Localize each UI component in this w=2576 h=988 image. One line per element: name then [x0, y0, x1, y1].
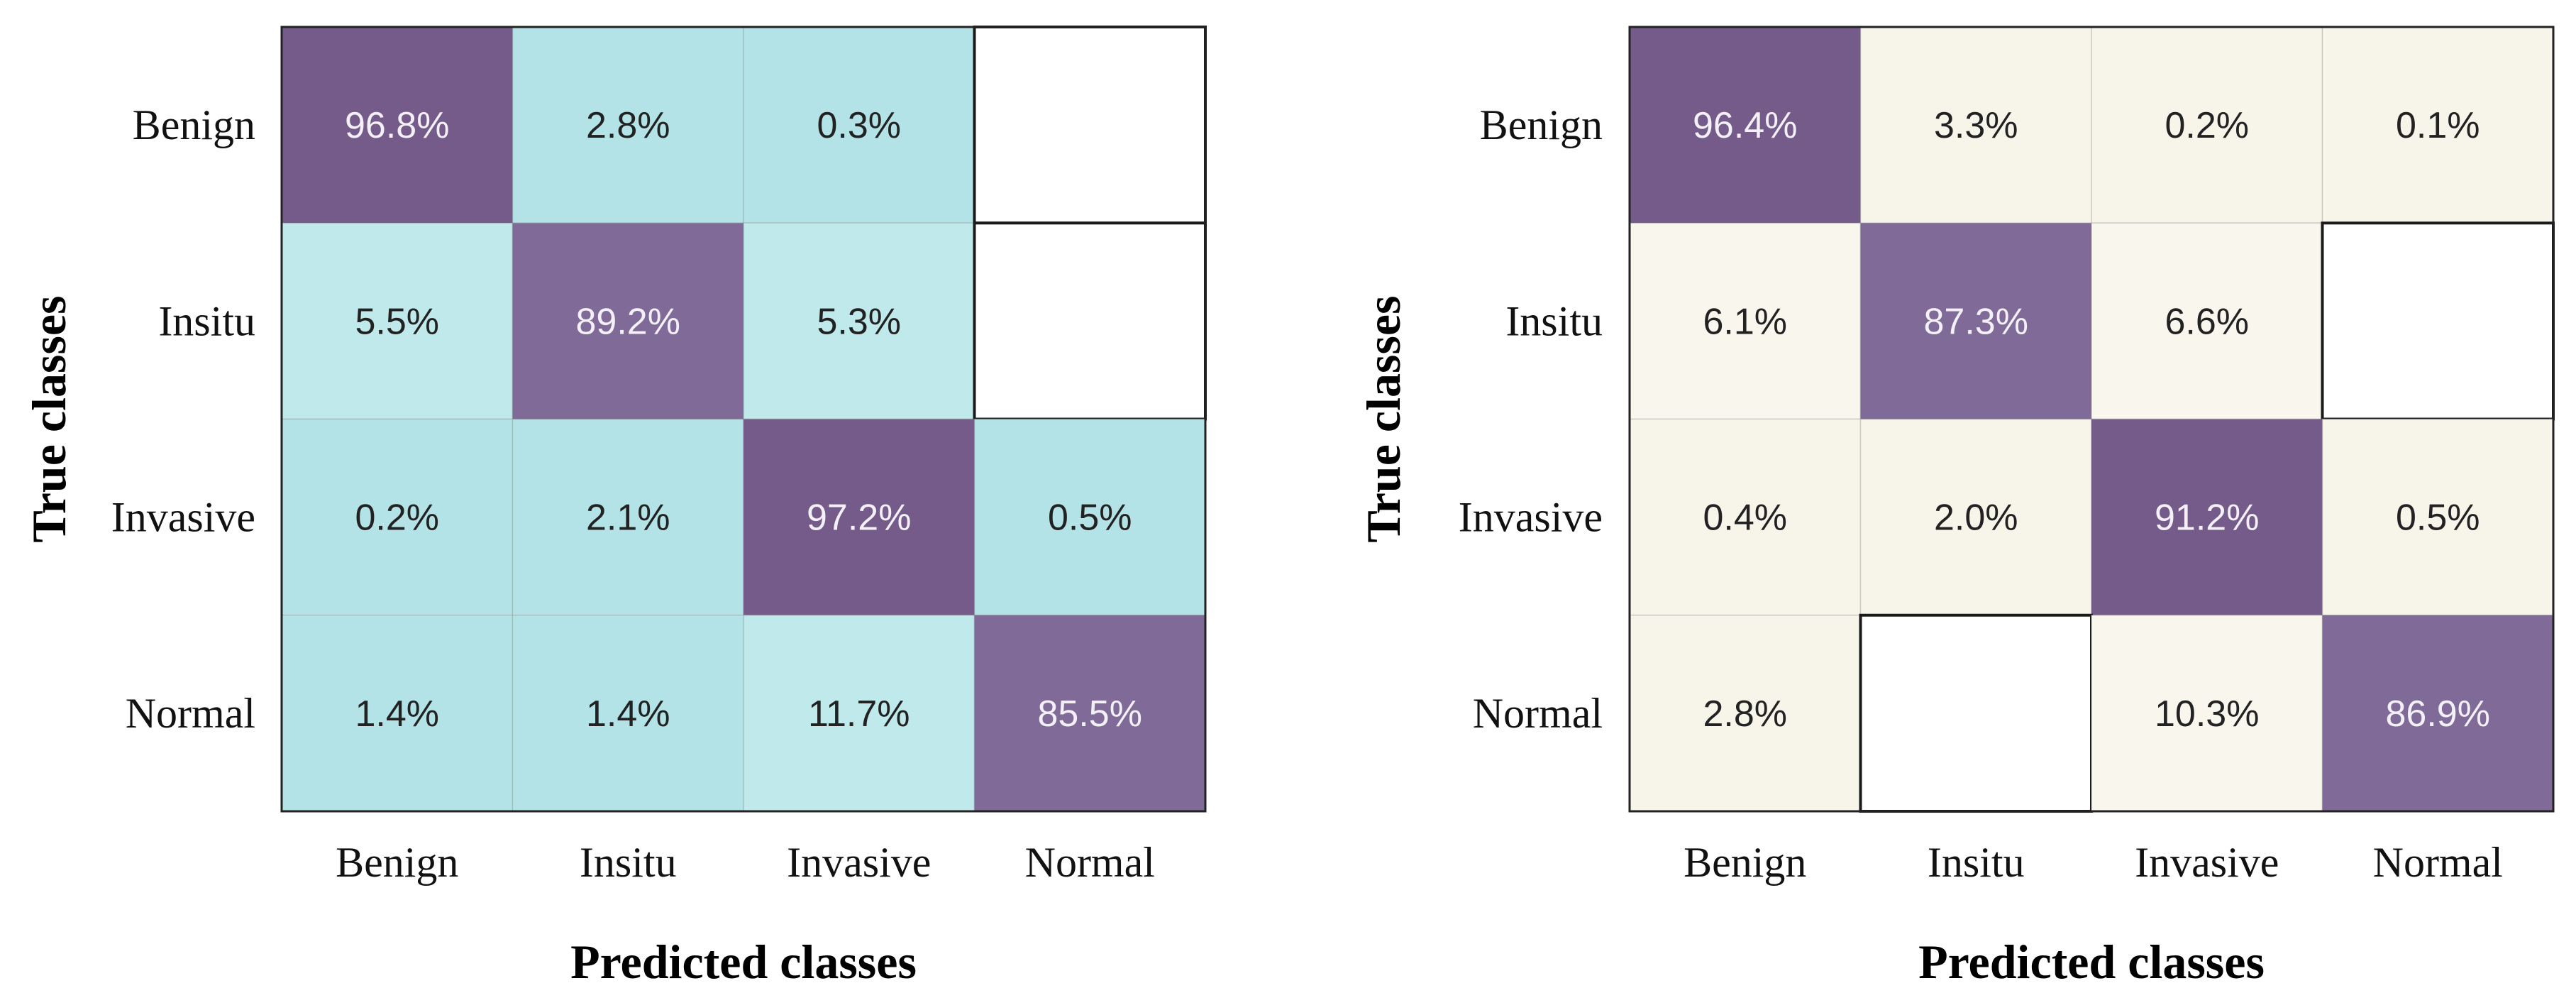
heatmap-cell-r2-c1 — [1859, 418, 2092, 616]
cell-value-label-r3-c1: 1.4% — [586, 693, 670, 735]
cell-value-label-r2-c3: 0.5% — [2396, 498, 2480, 539]
y-tick-label-invasive: Invasive — [111, 494, 255, 541]
heatmap-cell-r1-c0 — [1629, 222, 1862, 420]
heatmap-cell-r0-c3 — [2321, 26, 2554, 224]
heatmap-cell-r2-c0 — [1629, 418, 1862, 616]
cell-value-label-r3-c0: 2.8% — [1703, 693, 1787, 735]
heatmap-cell-r0-c1 — [1859, 26, 2092, 224]
cell-value-label-r1-c1: 87.3% — [1924, 301, 2028, 342]
heatmap-cell-r2-c3 — [973, 418, 1206, 616]
y-tick-label-invasive: Invasive — [1459, 494, 1603, 541]
cell-value-label-r3-c3: 86.9% — [2386, 693, 2490, 735]
heatmap-cell-r1-c2 — [2091, 222, 2323, 420]
cell-value-label-r2-c0: 0.2% — [355, 498, 439, 539]
x-tick-label-insitu: Insitu — [1928, 839, 2025, 886]
x-axis-title: Predicted classes — [570, 935, 917, 988]
heatmap-cell-r2-c0 — [281, 418, 514, 616]
cell-value-label-r3-c3: 85.5% — [1038, 693, 1142, 735]
x-tick-label-normal: Normal — [1025, 839, 1155, 886]
cell-value-label-r0-c1: 3.3% — [1934, 105, 2018, 146]
heatmap-cell-r0-c2 — [2091, 26, 2323, 224]
cell-value-label-r1-c2: 6.6% — [2165, 301, 2249, 342]
heatmap-cell-r2-c1 — [512, 418, 744, 616]
heatmap-cell-r3-c1 — [1859, 613, 2093, 813]
y-axis-title: True classes — [1356, 295, 1410, 542]
x-tick-label-invasive: Invasive — [787, 839, 931, 886]
cell-value-label-r1-c0: 5.5% — [355, 301, 439, 342]
heatmap-cell-r3-c3 — [973, 615, 1206, 812]
heatmap-cell-r3-c3 — [2321, 615, 2554, 812]
y-tick-label-normal: Normal — [1473, 690, 1603, 737]
cell-value-label-r0-c0: 96.4% — [1693, 105, 1797, 146]
heatmap-cell-r0-c2 — [743, 26, 975, 224]
cell-value-label-r0-c1: 2.8% — [586, 105, 670, 146]
x-tick-label-benign: Benign — [1684, 839, 1806, 886]
heatmap-cell-r0-c0 — [1629, 26, 1862, 224]
cell-value-label-r0-c3: 0.1% — [2396, 105, 2480, 146]
heatmap-cell-r1-c2 — [743, 222, 975, 420]
heatmap-border — [1628, 26, 2555, 813]
cell-value-label-r3-c2: 11.7% — [808, 693, 910, 735]
heatmap-cell-r1-c3 — [973, 221, 1207, 421]
heatmap-cell-r3-c2 — [743, 615, 975, 812]
x-tick-label-benign: Benign — [336, 839, 458, 886]
cell-value-label-r2-c0: 0.4% — [1703, 498, 1787, 539]
cell-value-label-r1-c2: 5.3% — [817, 301, 901, 342]
y-tick-label-benign: Benign — [133, 101, 255, 148]
heatmap-cell-r1-c3 — [2321, 221, 2555, 421]
x-axis-title: Predicted classes — [1918, 935, 2265, 988]
y-axis-title: True classes — [22, 295, 76, 542]
x-tick-label-normal: Normal — [2373, 839, 2503, 886]
cell-value-label-r0-c2: 0.2% — [2165, 105, 2249, 146]
cell-value-label-r2-c3: 0.5% — [1048, 498, 1132, 539]
heatmap-cell-r0-c0 — [281, 26, 514, 224]
heatmap-border — [280, 26, 1207, 813]
cell-value-label-r1-c1: 89.2% — [576, 301, 680, 342]
cell-value-label-r2-c2: 97.2% — [807, 498, 911, 539]
cell-value-label-r3-c0: 1.4% — [355, 693, 439, 735]
cell-value-label-r2-c1: 2.0% — [1934, 498, 2018, 539]
heatmap-cell-r2-c2 — [743, 418, 975, 616]
y-tick-label-insitu: Insitu — [158, 297, 255, 344]
heatmap-cell-r3-c1 — [512, 615, 744, 812]
y-tick-label-insitu: Insitu — [1505, 297, 1603, 344]
y-tick-label-normal: Normal — [126, 690, 255, 737]
confusion-matrix-right: 96.4% 3.3% 0.2% 0.1% 6.1% 87.3% 6.6% 0.4% 2.0% 91… — [1356, 26, 2555, 988]
cell-value-label-r1-c0: 6.1% — [1703, 301, 1787, 342]
heatmap-cell-r2-c2 — [2091, 418, 2323, 616]
heatmap-cell-r2-c3 — [2321, 418, 2554, 616]
heatmap-cell-r1-c0 — [281, 222, 514, 420]
cell-value-label-r3-c2: 10.3% — [2155, 693, 2259, 735]
cell-value-label-r2-c2: 91.2% — [2155, 498, 2259, 539]
cell-value-label-r2-c1: 2.1% — [586, 498, 670, 539]
x-tick-label-invasive: Invasive — [2135, 839, 2279, 886]
heatmap-cell-r1-c1 — [1859, 222, 2092, 420]
x-tick-label-insitu: Insitu — [580, 839, 677, 886]
cell-value-label-r0-c2: 0.3% — [817, 105, 901, 146]
heatmap-cell-r0-c3 — [973, 26, 1207, 225]
cell-value-label-r0-c0: 96.8% — [345, 105, 449, 146]
heatmap-cell-r3-c2 — [2091, 615, 2323, 812]
y-tick-label-benign: Benign — [1480, 101, 1603, 148]
confusion-matrix-left: 96.8% 2.8% 0.3% 5.5% 89.2% 5.3% 0.2% 2.1% 97.2% 0… — [22, 26, 1207, 988]
